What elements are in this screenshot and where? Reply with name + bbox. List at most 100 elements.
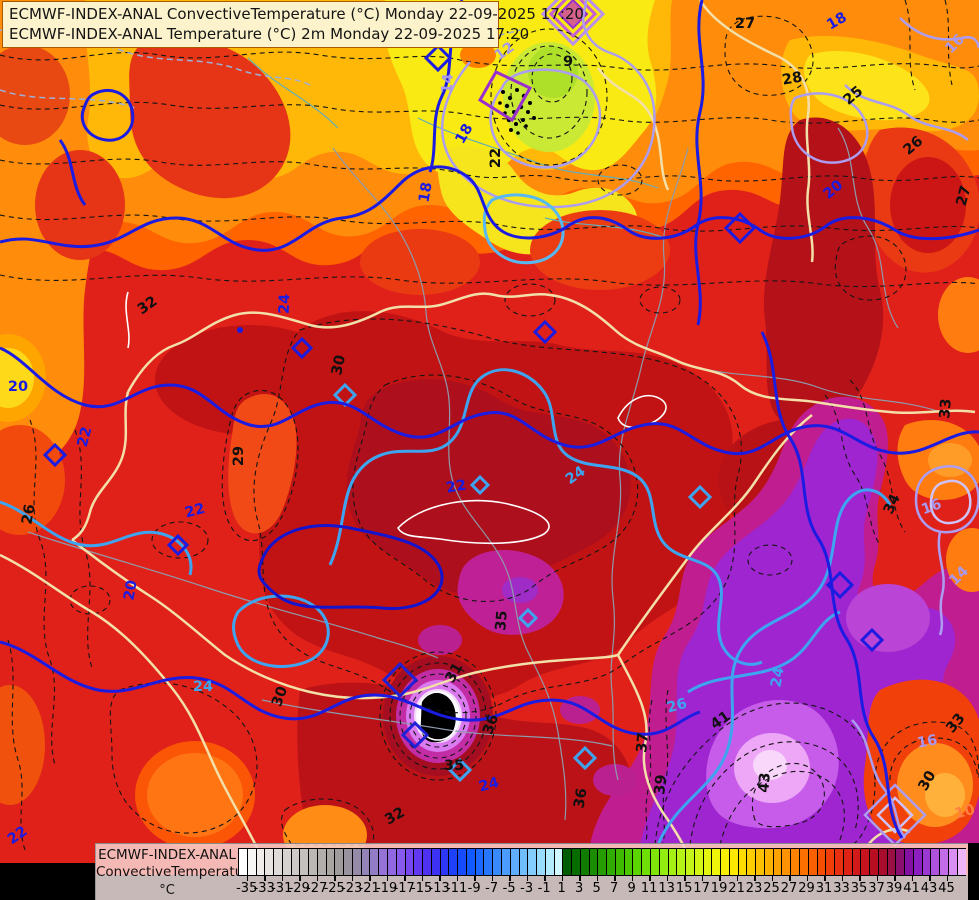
- colorbar-tick-label: -1: [537, 881, 551, 896]
- colorbar-tick-label: 9: [627, 881, 636, 896]
- colorbar-cell: [309, 849, 318, 875]
- legend-gray-band: [96, 875, 968, 900]
- colorbar-tick: [701, 875, 704, 881]
- purple-dot-c: [502, 577, 538, 603]
- colorbar-tick: [404, 875, 406, 881]
- title-line-2: ECMWF-INDEX-ANAL Temperature (°C) 2m Mon…: [9, 25, 530, 43]
- colorbar-tick: [526, 875, 529, 881]
- contour-label: 33: [937, 398, 955, 420]
- colorbar-cell: [896, 849, 906, 875]
- colorbar-cell: [659, 849, 669, 875]
- colorbar-tick: [439, 875, 441, 881]
- colorbar-tick-label: 45: [938, 881, 955, 896]
- magenta-s1: [418, 625, 462, 655]
- colorbar: [238, 848, 966, 876]
- contour-label: 34: [881, 492, 904, 517]
- contour-label: 36: [480, 712, 502, 736]
- colorbar-tick-label: -29: [288, 881, 310, 896]
- colorbar-tick: [544, 875, 546, 881]
- colorbar-tick: [911, 875, 914, 881]
- colorbar-tick-label: 31: [815, 881, 833, 896]
- colorbar-cell: [843, 849, 853, 875]
- red2-patch-b: [360, 229, 480, 295]
- colorbar-cell: [466, 849, 476, 875]
- border-hungary-west: [71, 391, 130, 542]
- colorbar-cell: [607, 849, 616, 875]
- contour-label: 22: [183, 501, 207, 522]
- colorbar-cell: [572, 849, 581, 875]
- border-northeast: [698, 0, 814, 263]
- contour-label: 27: [735, 16, 755, 32]
- colorbar-cell: [291, 849, 301, 875]
- colorbar-tick: [474, 875, 476, 881]
- contour-label: 16: [919, 496, 943, 518]
- border-hungary-north: [126, 292, 976, 415]
- contour-label: 35: [493, 610, 511, 632]
- colorbar-cell: [247, 849, 257, 875]
- colorbar-cell: [545, 849, 555, 875]
- top-target-ring2: [548, 0, 598, 39]
- colorbar-tick-label: -11: [446, 881, 468, 896]
- colorbar-cell: [484, 849, 494, 875]
- legend-parameter: ConvectiveTemperature: [96, 864, 257, 880]
- colorbar-tick: [561, 875, 564, 881]
- contour-label: 28: [781, 69, 804, 88]
- colorbar-cell: [335, 849, 345, 875]
- colorbar-tick: [789, 875, 791, 881]
- colorbar-cell: [519, 849, 529, 875]
- colorbar-tick: [369, 875, 371, 881]
- darkred-right-band: [763, 117, 884, 431]
- colorbar-cell: [703, 849, 713, 875]
- hotspot-bright: [925, 773, 965, 817]
- colorbar-cell: [352, 849, 362, 875]
- colorbar-tick: [299, 875, 301, 881]
- colorbar-cell: [475, 849, 485, 875]
- colorbar-cell: [528, 849, 538, 875]
- colorbar-tick-label: 21: [728, 881, 745, 896]
- colorbar-tick-label: 27: [780, 881, 798, 896]
- colorbar-tick-label: 35: [850, 881, 868, 896]
- contour-label: 22: [75, 425, 96, 449]
- blue-contours: [0, 0, 979, 839]
- colorbar-cell: [414, 849, 424, 875]
- colorbar-tick-label: -33: [253, 881, 275, 896]
- colorbar-tick-label: -23: [341, 881, 363, 896]
- colorbar-cell: [458, 849, 467, 875]
- colorbar-tick-label: -21: [358, 881, 380, 896]
- colorbar-tick-label: 23: [745, 881, 763, 896]
- yellow-left-spot: [0, 348, 34, 408]
- contour-label: 24: [277, 293, 294, 314]
- colorbar-cell: [957, 849, 966, 875]
- colorbar-tick-label: 43: [920, 881, 938, 896]
- colorbar-tick-label: -5: [502, 881, 516, 896]
- colorbar-tick-label: 13: [658, 881, 675, 896]
- colorbar-cell: [493, 849, 502, 875]
- contour-label: 30: [329, 354, 349, 377]
- legend-text-block: ECMWF-INDEX-ANAL ConvectiveTemperature °…: [96, 844, 257, 900]
- colorbar-tick-label: 25: [763, 881, 780, 896]
- colorbar-tick: [929, 875, 931, 881]
- contour-label: 27: [954, 184, 975, 208]
- colorbar-tick: [614, 875, 616, 881]
- colorbar-cell: [554, 849, 564, 875]
- colorbar-cell: [431, 849, 441, 875]
- colorbar-tick-label: -27: [306, 881, 328, 896]
- colorbar-tick-label: -19: [376, 881, 398, 896]
- colorbar-cell: [887, 849, 897, 875]
- colorbar-tick: [771, 875, 774, 881]
- contour-label: 22: [488, 148, 504, 168]
- top-target-ring3: [540, 0, 606, 47]
- colorbar-tick: [666, 875, 669, 881]
- contour-label: 24: [768, 666, 787, 689]
- gray-dashed-lines: [0, 29, 521, 109]
- colorbar-tick-label: -35: [236, 881, 258, 896]
- colorbar-tick-label: 1: [557, 881, 566, 896]
- contour-label: 16: [916, 732, 939, 751]
- contour-label: 39: [652, 774, 670, 796]
- contour-label: 14: [439, 73, 457, 95]
- colorbar-tick: [246, 875, 249, 881]
- red-topleft2: [0, 45, 70, 145]
- colorbar-tick-label: -25: [323, 881, 345, 896]
- contour-label: 30: [269, 684, 291, 708]
